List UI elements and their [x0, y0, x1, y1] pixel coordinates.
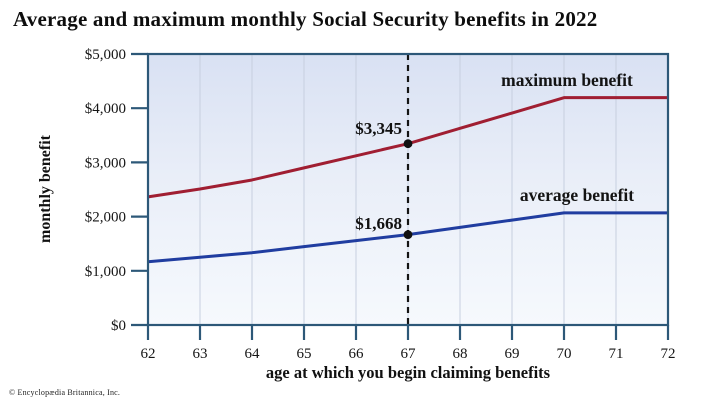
y-tick-label: $3,000: [85, 155, 126, 171]
y-tick-label: $0: [111, 318, 126, 334]
x-tick-label: 68: [453, 346, 468, 362]
x-tick-label: 63: [193, 346, 208, 362]
x-tick-label: 67: [401, 346, 417, 362]
x-tick-label: 72: [661, 346, 676, 362]
chart-title: Average and maximum monthly Social Secur…: [13, 7, 598, 31]
data-point-marker: [403, 230, 413, 239]
series-label-maximum-benefit: maximum benefit: [501, 70, 633, 90]
series-label-average-benefit: average benefit: [519, 185, 635, 205]
y-tick-label: $1,000: [85, 264, 126, 280]
annotation-maximum-at-67: $3,345: [355, 119, 402, 138]
x-tick-label: 71: [609, 346, 624, 362]
x-tick-label: 64: [245, 346, 261, 362]
y-axis-title: monthly benefit: [37, 135, 54, 243]
x-tick-label: 70: [557, 346, 572, 362]
annotation-average-at-67: $1,668: [355, 214, 402, 233]
x-tick-label: 62: [141, 346, 156, 362]
x-axis-title: age at which you begin claiming benefits: [265, 363, 551, 382]
x-tick-label: 66: [349, 346, 365, 362]
attribution-text: © Encyclopædia Britannica, Inc.: [9, 388, 121, 397]
y-tick-label: $2,000: [85, 210, 126, 226]
x-tick-label: 65: [297, 346, 312, 362]
plot-border: [146, 52, 670, 327]
y-tick-label: $4,000: [85, 101, 126, 117]
x-tick-label: 69: [505, 346, 520, 362]
data-point-marker: [403, 139, 413, 149]
y-tick-label: $5,000: [85, 47, 126, 63]
